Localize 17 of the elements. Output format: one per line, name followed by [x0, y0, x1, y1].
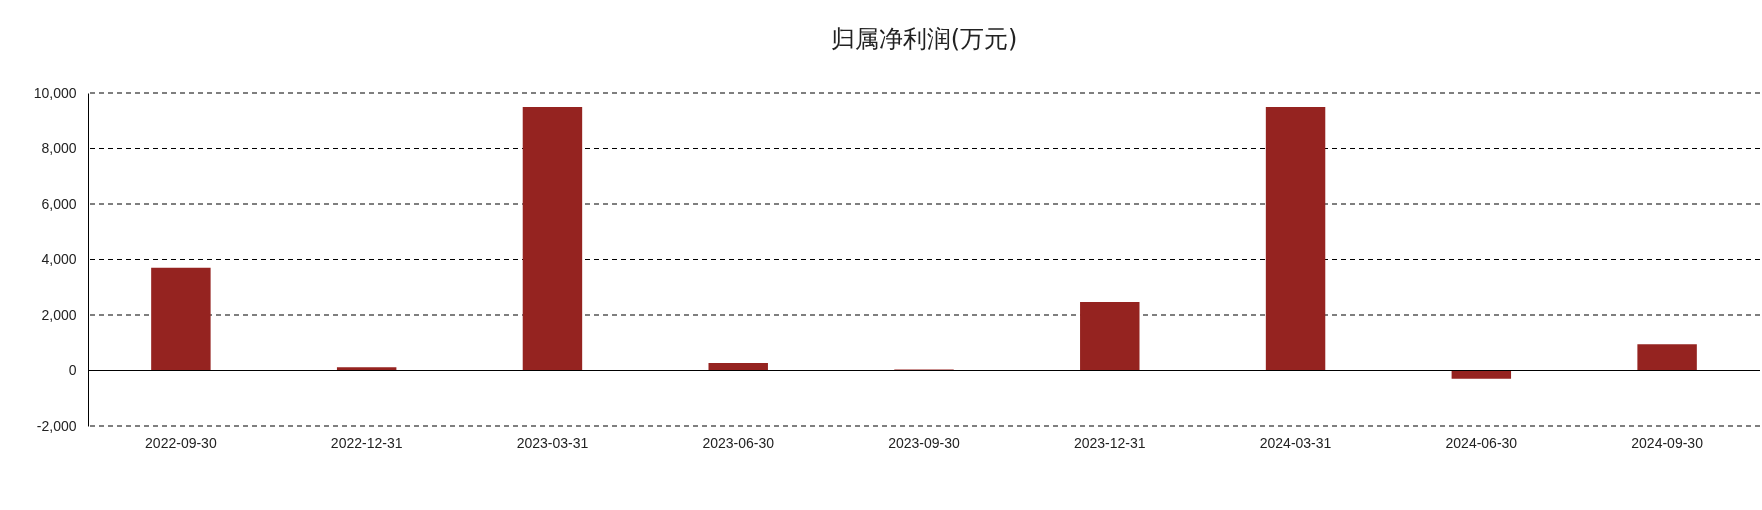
x-tick-label: 2024-03-31 — [1259, 434, 1332, 451]
y-tick-label: 8,000 — [41, 140, 77, 156]
x-tick-label: 2023-12-31 — [1073, 434, 1146, 451]
x-tick-label: 2022-09-30 — [145, 434, 217, 451]
x-tick-label: 2024-06-30 — [1445, 434, 1518, 451]
y-tick-label: 4,000 — [41, 251, 77, 267]
chart-title: 归属净利润(万元) — [830, 25, 1018, 53]
x-tick-label: 2023-03-31 — [516, 434, 589, 451]
y-tick-label: 10,000 — [33, 84, 77, 101]
y-tick-label: -2,000 — [36, 417, 77, 434]
y-tick-label: 6,000 — [41, 195, 77, 212]
y-tick-label: 0 — [68, 362, 77, 378]
x-tick-label: 2023-06-30 — [702, 434, 775, 451]
y-tick-label: 2,000 — [41, 306, 77, 323]
x-tick-label: 2024-09-30 — [1631, 434, 1704, 451]
x-tick-label: 2022-12-31 — [330, 434, 403, 451]
x-tick-label: 2023-09-30 — [888, 434, 961, 451]
